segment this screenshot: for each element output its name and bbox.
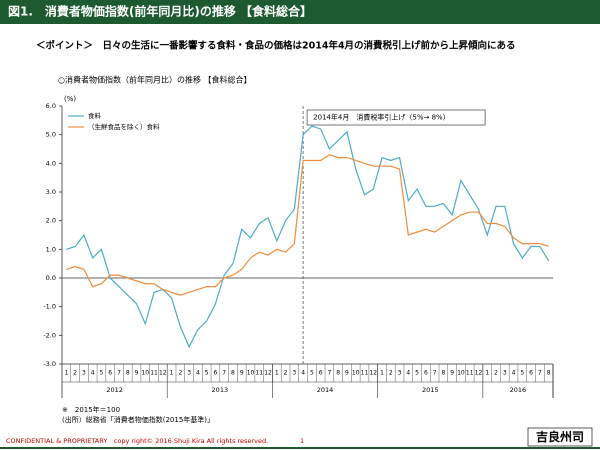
x-tick-label: 10 — [352, 370, 360, 377]
note: ※ 2015年＝100 — [62, 405, 120, 414]
chart-title: ○消費者物価指数（前年同月比）の推移 【食料総合】 — [58, 75, 252, 85]
x-tick-label: 5 — [415, 370, 419, 377]
x-tick-label: 11 — [361, 370, 369, 377]
confidential: CONFIDENTIAL & PROPRIETARY copy right© 2… — [6, 437, 268, 445]
x-tick-label: 10 — [457, 370, 465, 377]
x-tick-label: 12 — [369, 370, 377, 377]
slide-title: 図1. 消費者物価指数(前年同月比)の推移 【食料総合】 — [8, 4, 312, 19]
x-tick-label: 9 — [135, 370, 139, 377]
y-tick-label: 4.0 — [46, 159, 56, 167]
legend-label: （生鮮食品を除く）食料 — [88, 122, 160, 131]
x-tick-label: 7 — [433, 370, 437, 377]
x-tick-label: 2 — [73, 370, 77, 377]
x-tick-label: 7 — [222, 370, 226, 377]
x-tick-label: 11 — [466, 370, 474, 377]
name-box — [527, 427, 593, 447]
x-tick-label: 3 — [82, 370, 86, 377]
y-tick-label: -3.0 — [43, 360, 56, 368]
series-line — [66, 125, 550, 349]
x-tick-label: 4 — [406, 370, 410, 377]
year-label: 2014 — [317, 386, 334, 394]
author-name: 吉良州司 — [536, 429, 584, 444]
y-tick-label: 5.0 — [46, 131, 56, 139]
title-bar — [0, 0, 600, 24]
x-tick-label: 6 — [319, 370, 323, 377]
series-line — [66, 154, 549, 296]
x-tick-label: 12 — [264, 370, 272, 377]
x-tick-label: 1 — [170, 370, 174, 377]
x-tick-label: 8 — [547, 370, 551, 377]
x-tick-label: 4 — [301, 370, 305, 377]
x-tick-label: 7 — [117, 370, 121, 377]
x-tick-label: 2 — [494, 370, 498, 377]
y-unit: (%) — [64, 95, 76, 103]
y-tick-label: 1.0 — [46, 245, 56, 253]
legend-label: 食料 — [88, 111, 102, 120]
y-tick-label: 3.0 — [46, 188, 56, 196]
y-tick-label: 0.0 — [46, 274, 56, 282]
x-tick-label: 9 — [450, 370, 454, 377]
x-tick-label: 4 — [196, 370, 200, 377]
note: (出所）総務省「消費者物価指数(2015年基準)」 — [62, 415, 214, 424]
x-tick-label: 6 — [214, 370, 218, 377]
x-tick-label: 4 — [512, 370, 516, 377]
year-label: 2015 — [422, 386, 439, 394]
x-tick-label: 3 — [503, 370, 507, 377]
x-tick-label: 6 — [424, 370, 428, 377]
x-tick-label: 7 — [328, 370, 332, 377]
x-tick-label: 10 — [141, 370, 149, 377]
x-tick-label: 11 — [255, 370, 263, 377]
x-tick-label: 3 — [187, 370, 191, 377]
x-tick-label: 4 — [91, 370, 95, 377]
x-tick-label: 3 — [398, 370, 402, 377]
x-tick-label: 5 — [100, 370, 104, 377]
year-label: 2012 — [106, 386, 123, 394]
x-tick-label: 5 — [520, 370, 524, 377]
annotation-text: 2014年4月 消費税率引上げ（5%→ 8%） — [313, 113, 450, 122]
y-tick-label: 2.0 — [46, 217, 56, 225]
x-tick-label: 1 — [64, 370, 68, 377]
x-tick-label: 12 — [159, 370, 167, 377]
x-tick-label: 6 — [529, 370, 533, 377]
x-tick-label: 1 — [380, 370, 384, 377]
x-tick-label: 8 — [231, 370, 235, 377]
x-tick-label: 1 — [275, 370, 279, 377]
x-tick-label: 2 — [284, 370, 288, 377]
year-label: 2013 — [212, 386, 229, 394]
x-tick-label: 8 — [126, 370, 130, 377]
y-tick-label: 6.0 — [46, 102, 56, 110]
year-label: 2016 — [510, 386, 527, 394]
x-tick-label: 8 — [441, 370, 445, 377]
x-tick-label: 9 — [345, 370, 349, 377]
x-tick-label: 10 — [247, 370, 255, 377]
x-tick-label: 2 — [389, 370, 393, 377]
x-tick-label: 3 — [292, 370, 296, 377]
annotation-box — [306, 109, 486, 126]
x-tick-label: 9 — [240, 370, 244, 377]
x-tick-label: 7 — [538, 370, 542, 377]
x-tick-label: 8 — [336, 370, 340, 377]
y-tick-label: -1.0 — [43, 303, 56, 311]
x-tick-label: 5 — [310, 370, 314, 377]
x-tick-label: 11 — [150, 370, 158, 377]
x-tick-label: 1 — [485, 370, 489, 377]
point: ＜ポイント＞ 日々の生活に一番影響する食料・食品の価格は2014年4月の消費税引… — [36, 40, 516, 52]
page-number: 1 — [300, 437, 304, 445]
x-tick-label: 12 — [475, 370, 483, 377]
y-tick-label: -2.0 — [43, 331, 56, 339]
x-tick-label: 5 — [205, 370, 209, 377]
x-tick-label: 2 — [178, 370, 182, 377]
x-tick-label: 6 — [108, 370, 112, 377]
